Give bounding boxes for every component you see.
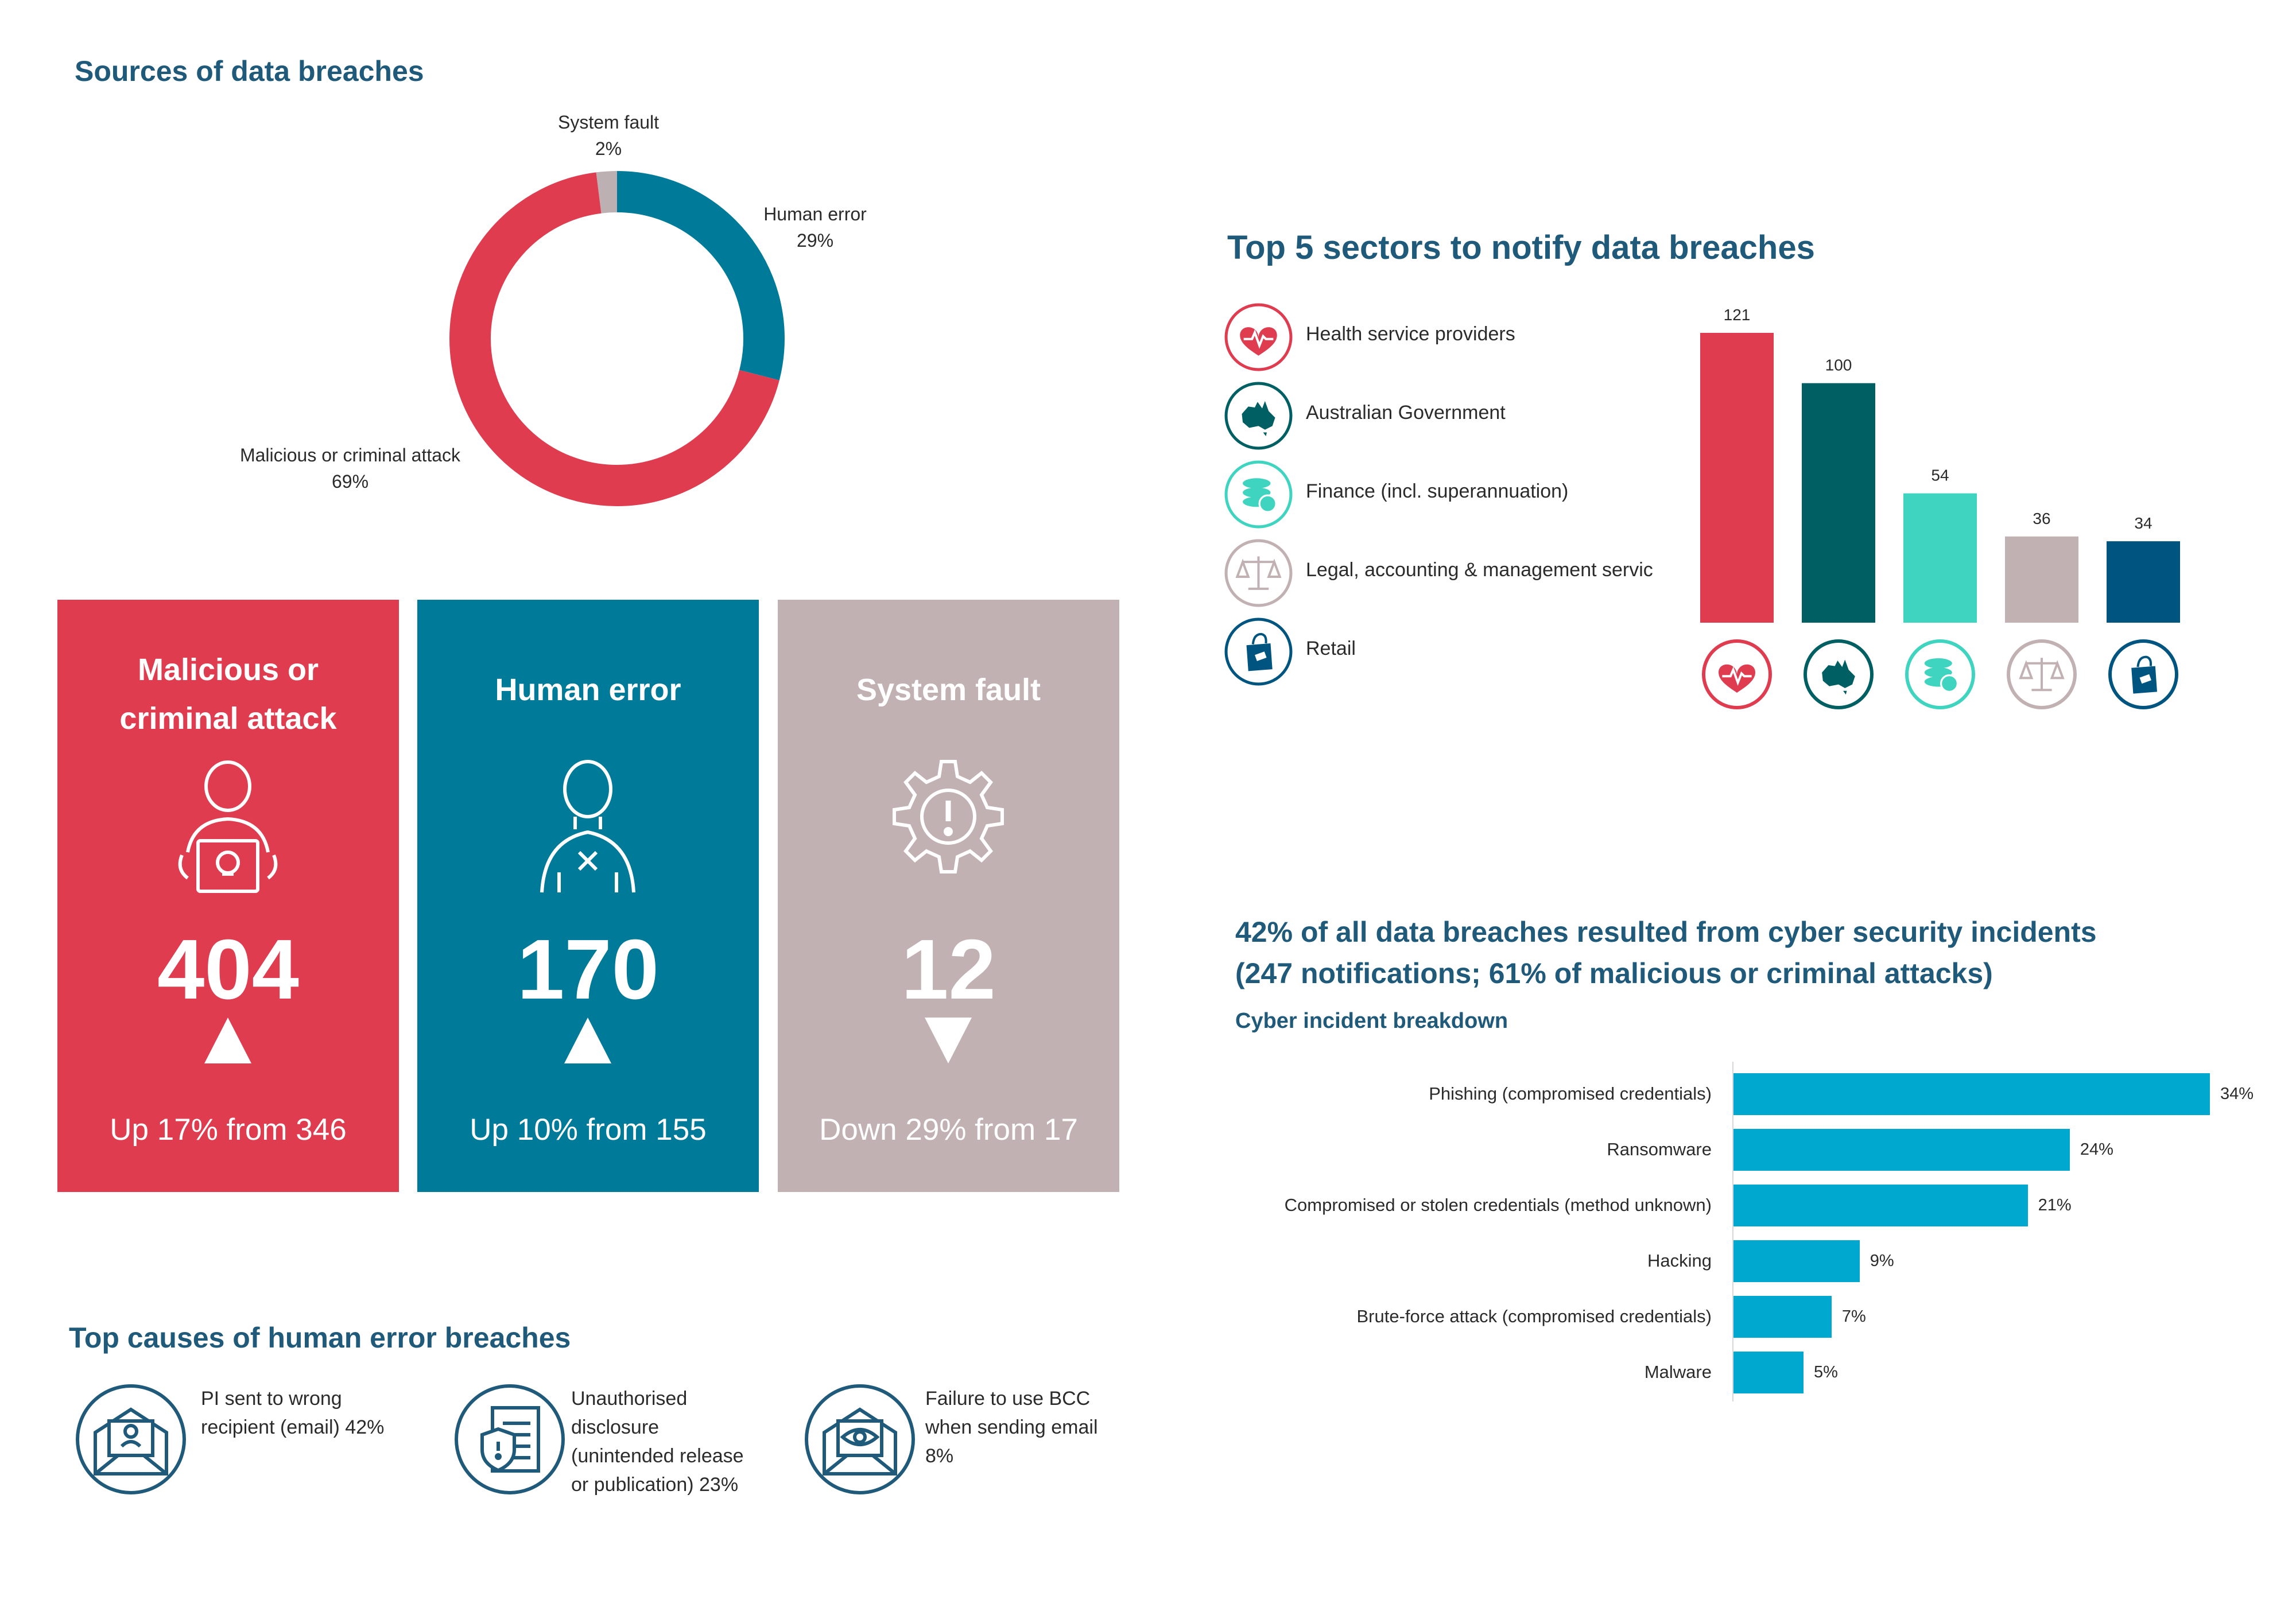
envelope-person-icon [76, 1384, 186, 1494]
cyber-bar-value: 21% [2038, 1196, 2072, 1214]
sector-legend-label: Health service providers [1306, 323, 1515, 345]
sector-bar [1700, 333, 1774, 623]
cyber-bar [1733, 1185, 2028, 1226]
arrow-down-icon [925, 1018, 972, 1063]
card-malicious: Malicious or criminal attack 404 Up 17% f… [57, 600, 399, 1192]
sector-legend-item: Health service providers [1223, 301, 1682, 373]
heart-pulse-icon [1224, 303, 1293, 371]
sector-bar-value: 54 [1931, 467, 1949, 484]
cyber-axis-line [1732, 1062, 1733, 1401]
cause-item-2: Unauthorised disclosure (unintended relea… [571, 1388, 744, 1496]
causes-title: Top causes of human error breaches [69, 1322, 571, 1354]
cyber-bar-value: 34% [2220, 1085, 2254, 1103]
card-count: 170 [517, 922, 659, 1017]
cause-item-1: PI sent to wrong recipient (email) 42% [201, 1388, 385, 1438]
cyber-bar-value: 7% [1841, 1307, 1866, 1326]
sector-bar-value: 34 [2134, 514, 2152, 532]
scales-icon [2007, 639, 2077, 709]
australia-map-icon [1804, 639, 1874, 709]
cyber-bar-value: 5% [1814, 1363, 1838, 1381]
card-title: Malicious or criminal attack [119, 653, 337, 736]
sector-bar [2005, 536, 2078, 623]
cyber-subtitle: Cyber incident breakdown [1235, 1009, 1508, 1033]
donut-label-system-fault: System fault 2% [557, 112, 660, 159]
sector-legend: Health service providers Australian Gover… [1223, 301, 1682, 686]
card-change: Up 17% from 346 [110, 1113, 347, 1147]
card-title: System fault [856, 673, 1041, 707]
envelope-eye-icon [805, 1384, 915, 1494]
sector-bar [1802, 383, 1875, 623]
donut-slice-malicious-or-criminal-attack [449, 171, 785, 506]
heart-pulse-icon [1702, 639, 1772, 709]
sector-legend-label: Retail [1306, 638, 1356, 659]
sector-bar-value: 36 [2033, 510, 2050, 527]
donut-title: Sources of data breaches [75, 55, 424, 87]
cause-item-3: Failure to use BCC when sending email 8% [925, 1388, 1098, 1467]
sector-bar-value: 100 [1825, 356, 1852, 374]
sector-legend-item: Finance (incl. superannuation) [1223, 459, 1682, 530]
card-title: Human error [495, 673, 681, 707]
coins-stack-icon [1905, 639, 1975, 709]
sector-legend-label: Legal, accounting & management servic [1306, 559, 1653, 581]
cyber-bar [1733, 1296, 1832, 1338]
scales-icon [1224, 539, 1293, 607]
gear-alert-icon [893, 760, 1004, 873]
person-error-icon [540, 760, 635, 893]
coins-stack-icon [1224, 460, 1293, 529]
sector-legend-label: Australian Government [1306, 402, 1506, 424]
cyber-bar [1733, 1352, 1804, 1393]
cyber-category-label: Malware [1644, 1362, 1712, 1382]
sector-bar-value: 121 [1724, 306, 1751, 324]
arrow-up-icon [204, 1018, 251, 1063]
card-count: 404 [157, 922, 299, 1017]
document-shield-icon [455, 1384, 565, 1494]
card-human-error: Human error 170 Up 10% from 155 [417, 600, 759, 1192]
shopping-bag-icon [1224, 618, 1293, 686]
sector-legend-item: Australian Government [1223, 380, 1682, 452]
hacker-laptop-icon [178, 760, 278, 893]
sectors-title: Top 5 sectors to notify data breaches [1227, 229, 1815, 266]
australia-map-icon [1224, 382, 1293, 450]
sector-bar [1903, 493, 1977, 623]
cyber-title: 42% of all data breaches resulted from c… [1235, 916, 2097, 989]
cyber-bar-value: 9% [1870, 1252, 1894, 1270]
cyber-category-label: Brute-force attack (compromised credenti… [1356, 1306, 1712, 1326]
donut-label-human-error: Human error 29% [763, 204, 867, 251]
sectors-bar-chart: 121 100 54 36 34 [1700, 306, 2180, 709]
sector-bar [2107, 541, 2180, 623]
cyber-category-label: Ransomware [1607, 1139, 1712, 1159]
cyber-category-label: Hacking [1647, 1251, 1712, 1271]
cyber-bar-value: 24% [2080, 1140, 2113, 1159]
donut-slice-system-fault [449, 171, 785, 506]
donut-chart [449, 171, 785, 506]
sector-legend-item: Legal, accounting & management servic [1223, 537, 1682, 609]
cyber-category-label: Compromised or stolen credentials (metho… [1284, 1195, 1712, 1215]
shopping-bag-icon [2108, 639, 2178, 709]
card-change: Down 29% from 17 [819, 1113, 1078, 1147]
sector-legend-item: Retail [1223, 616, 1682, 688]
card-change: Up 10% from 155 [470, 1113, 707, 1147]
arrow-up-icon [564, 1018, 611, 1063]
sector-legend-label: Finance (incl. superannuation) [1306, 480, 1569, 502]
cyber-bar-chart: Phishing (compromised credentials) 34% Ran… [1205, 1062, 2296, 1406]
cyber-bar [1733, 1073, 2210, 1115]
card-count: 12 [901, 922, 996, 1017]
card-system-fault: System fault 12 Down 29% from 17 [778, 600, 1119, 1192]
cyber-bar [1733, 1240, 1860, 1282]
donut-label-malicious: Malicious or criminal attack 69% [239, 445, 461, 492]
cyber-category-label: Phishing (compromised credentials) [1429, 1084, 1712, 1104]
cyber-bar [1733, 1129, 2070, 1171]
